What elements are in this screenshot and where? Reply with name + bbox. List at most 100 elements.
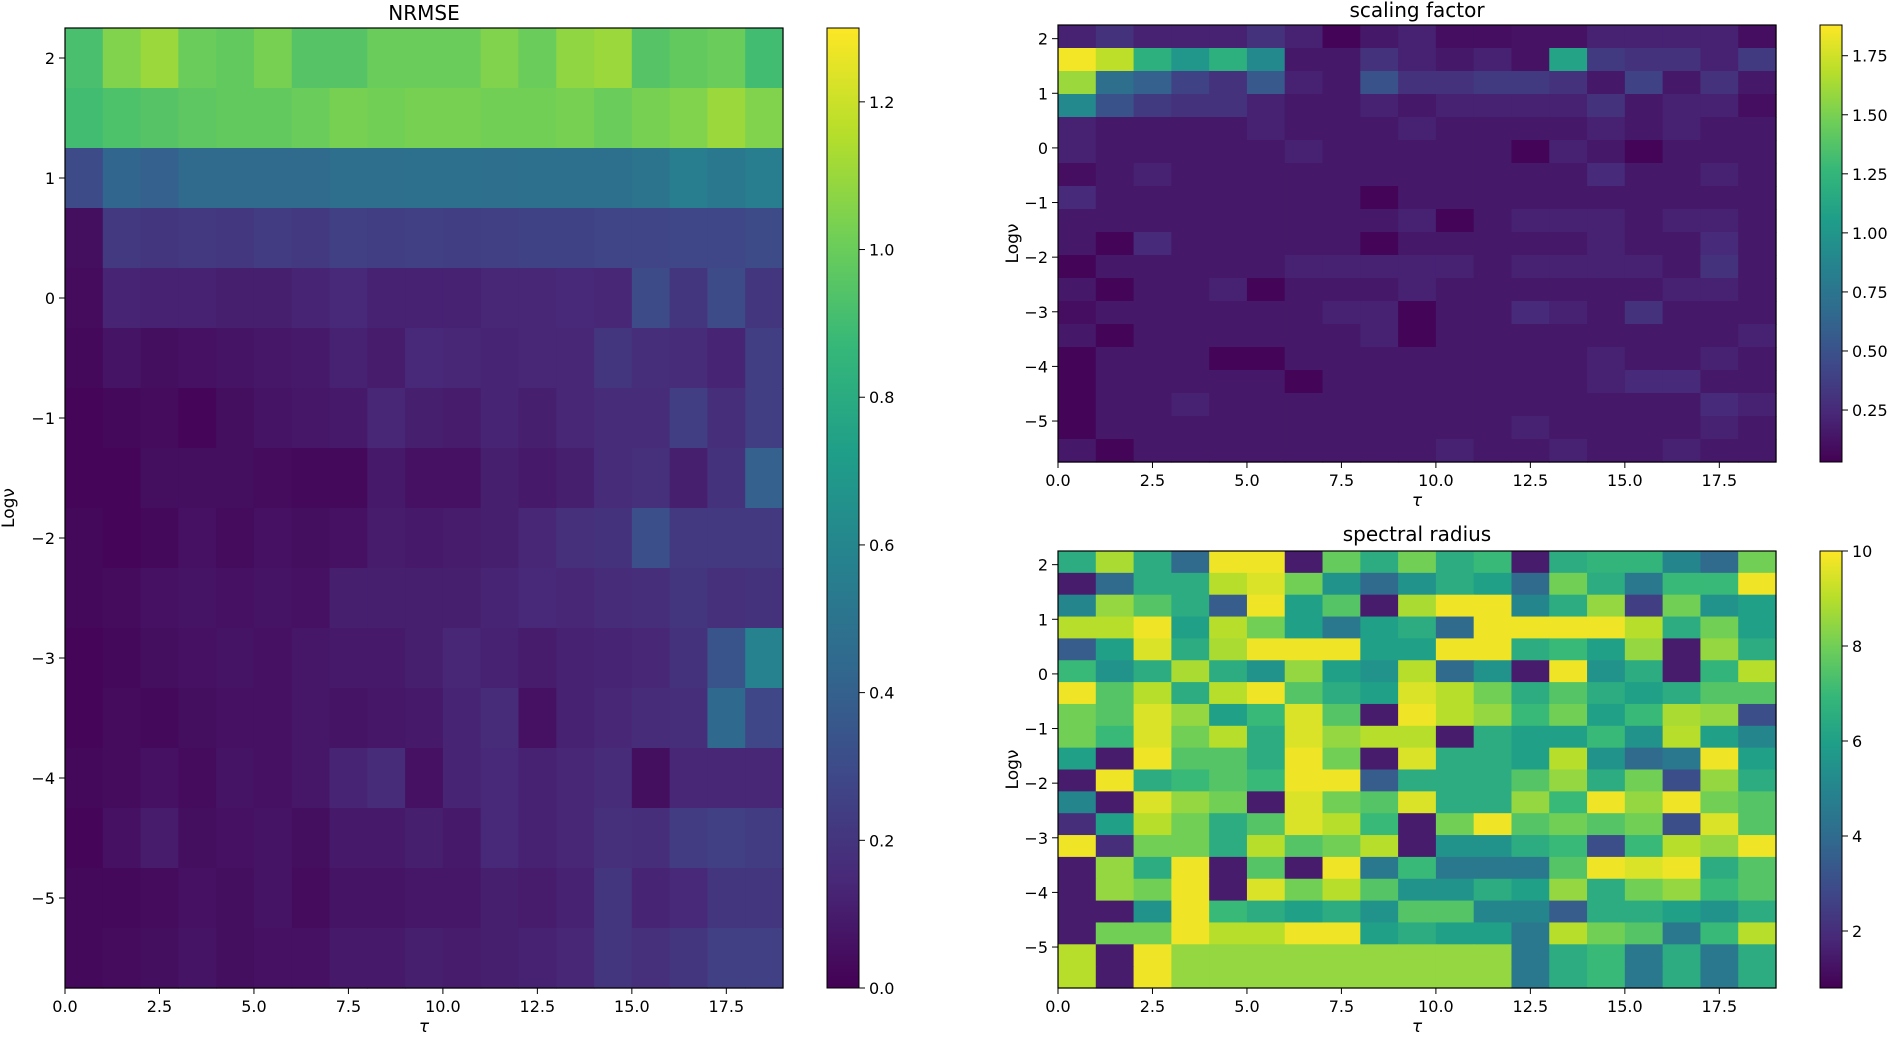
heatmap-cell bbox=[1209, 856, 1248, 880]
heatmap-cell bbox=[216, 268, 255, 329]
heatmap-cell bbox=[1171, 140, 1210, 164]
heatmap-cell bbox=[1624, 878, 1664, 902]
x-tick-label: 10.0 bbox=[425, 997, 461, 1016]
heatmap-cell bbox=[1700, 791, 1739, 814]
heatmap-cell bbox=[1738, 301, 1777, 325]
heatmap-cell bbox=[1171, 835, 1210, 858]
heatmap-cell bbox=[1700, 439, 1739, 463]
heatmap-cell bbox=[1322, 209, 1361, 233]
heatmap-cell bbox=[1549, 117, 1588, 141]
heatmap-cell bbox=[1095, 856, 1135, 880]
heatmap-cell bbox=[1435, 255, 1475, 279]
heatmap-cell bbox=[329, 748, 368, 809]
heatmap-cell bbox=[669, 388, 709, 449]
colorbar-tick-label: 0.6 bbox=[869, 536, 894, 555]
heatmap-cell bbox=[556, 508, 595, 569]
heatmap-cell bbox=[556, 268, 595, 329]
heatmap-cell bbox=[1587, 747, 1626, 771]
heatmap-cell bbox=[669, 448, 709, 509]
heatmap-cell bbox=[518, 868, 557, 929]
heatmap-cell bbox=[1322, 25, 1361, 49]
heatmap-cell bbox=[1662, 71, 1702, 95]
heatmap-cell bbox=[1398, 900, 1437, 924]
y-tick-label: 0 bbox=[45, 289, 55, 308]
heatmap-cell bbox=[1322, 71, 1361, 95]
heatmap-cell bbox=[1171, 255, 1210, 279]
heatmap-cell bbox=[1549, 769, 1588, 792]
heatmap-cell bbox=[1171, 660, 1210, 683]
heatmap-cell bbox=[594, 508, 633, 569]
heatmap-cell bbox=[1473, 278, 1513, 302]
heatmap-cell bbox=[1360, 572, 1399, 596]
heatmap-cell bbox=[367, 208, 406, 269]
heatmap-cell bbox=[1058, 117, 1097, 141]
heatmap-cell bbox=[1587, 660, 1626, 683]
heatmap-cells bbox=[1058, 25, 1777, 463]
heatmap-cell bbox=[1587, 878, 1626, 902]
x-tick-label: 0.0 bbox=[1045, 997, 1070, 1016]
heatmap-cell bbox=[329, 568, 368, 629]
heatmap-cell bbox=[1587, 944, 1626, 967]
heatmap-cell bbox=[442, 208, 482, 269]
heatmap-cell bbox=[1700, 186, 1739, 210]
heatmap-cell bbox=[1473, 48, 1513, 72]
heatmap-cell bbox=[253, 808, 293, 869]
heatmap-cell bbox=[556, 448, 595, 509]
colorbar: 0.25 0.50 0.75 1.00 1.25 1.50 1.75 bbox=[1819, 24, 1888, 463]
heatmap-cell bbox=[631, 748, 671, 809]
heatmap-cell bbox=[1209, 703, 1248, 727]
heatmap-cell bbox=[1095, 186, 1135, 210]
y-tick-label: 2 bbox=[45, 49, 55, 68]
heatmap-cell bbox=[1284, 791, 1324, 814]
heatmap-cell bbox=[1246, 439, 1286, 463]
x-tick-label: 12.5 bbox=[520, 997, 556, 1016]
heatmap-cell bbox=[669, 928, 709, 989]
heatmap-cell bbox=[1284, 370, 1324, 394]
heatmap-cell bbox=[556, 868, 595, 929]
heatmap-cell bbox=[1473, 393, 1513, 417]
heatmap-cell bbox=[480, 328, 520, 389]
heatmap-cell bbox=[1473, 209, 1513, 233]
heatmap-cell bbox=[1549, 747, 1588, 771]
heatmap-cell bbox=[480, 748, 520, 809]
heatmap-cell bbox=[1700, 878, 1739, 902]
heatmap-cell bbox=[745, 388, 784, 449]
heatmap-cell bbox=[291, 448, 331, 509]
heatmap-cell bbox=[1738, 551, 1777, 574]
heatmap-cell bbox=[1284, 682, 1324, 705]
heatmap-cell bbox=[1662, 324, 1702, 348]
heatmap-cell bbox=[1511, 163, 1550, 187]
heatmap-cell bbox=[669, 148, 709, 209]
heatmap-cell bbox=[1246, 324, 1286, 348]
heatmap-cell bbox=[1662, 278, 1702, 302]
colorbar-tick-label: 10 bbox=[1852, 542, 1872, 561]
heatmap-cell bbox=[1360, 900, 1399, 924]
heatmap-cell bbox=[1511, 140, 1550, 164]
heatmap-cell bbox=[178, 448, 217, 509]
heatmap-cell bbox=[1209, 966, 1248, 989]
heatmap-cell bbox=[367, 328, 406, 389]
heatmap-cell bbox=[1662, 922, 1702, 945]
heatmap-cell bbox=[1473, 725, 1513, 749]
heatmap-cell bbox=[1473, 835, 1513, 858]
heatmap-cell bbox=[556, 688, 595, 749]
heatmap-cell bbox=[1435, 594, 1475, 618]
heatmap-cell bbox=[102, 208, 142, 269]
heatmap-cell bbox=[1171, 232, 1210, 256]
heatmap-cell bbox=[1700, 703, 1739, 727]
heatmap-cell bbox=[1246, 682, 1286, 705]
heatmap-cell bbox=[1700, 324, 1739, 348]
heatmap-cell bbox=[1095, 393, 1135, 417]
heatmap-cell bbox=[140, 388, 179, 449]
heatmap-cell bbox=[1095, 439, 1135, 463]
heatmap-cell bbox=[291, 28, 331, 89]
heatmap-cell bbox=[1133, 140, 1172, 164]
heatmap-cell bbox=[216, 748, 255, 809]
heatmap-cell bbox=[480, 28, 520, 89]
heatmap-cell bbox=[1058, 682, 1097, 705]
heatmap-cell bbox=[1587, 835, 1626, 858]
heatmap-cell bbox=[253, 28, 293, 89]
heatmap-cell bbox=[1171, 551, 1210, 574]
heatmap-cell bbox=[1171, 48, 1210, 72]
heatmap-cell bbox=[1549, 393, 1588, 417]
